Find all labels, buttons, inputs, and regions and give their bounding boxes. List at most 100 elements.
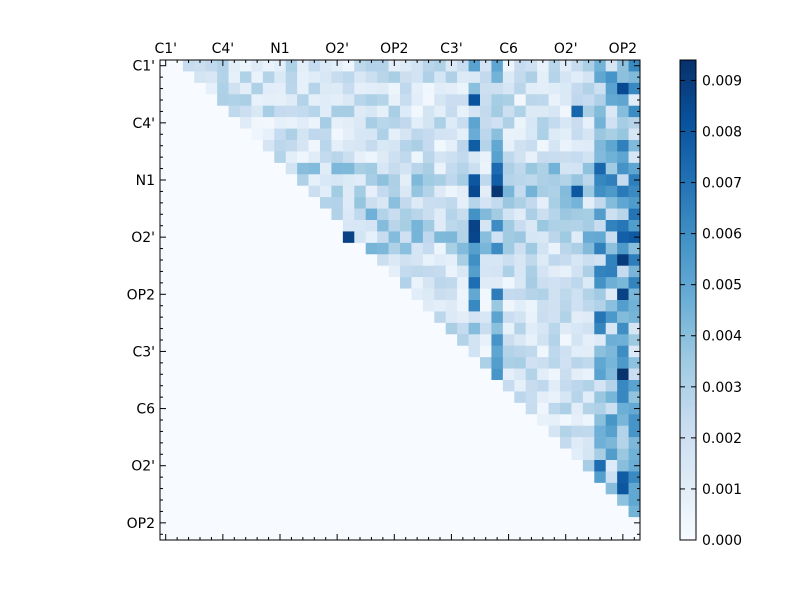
heatmap-cell: [525, 208, 538, 221]
heatmap-cell: [617, 185, 629, 198]
heatmap-cell: [411, 402, 424, 415]
heatmap-cell: [400, 60, 412, 72]
heatmap-cell: [240, 60, 252, 72]
heatmap-cell: [194, 368, 207, 381]
heatmap-cell: [434, 402, 447, 415]
heatmap-cell: [594, 60, 607, 72]
heatmap-cell: [377, 220, 389, 232]
heatmap-cell: [548, 460, 561, 472]
heatmap-cell: [491, 265, 504, 278]
heatmap-cell: [342, 494, 355, 507]
heatmap-cell: [502, 357, 515, 369]
heatmap-cell: [445, 71, 458, 84]
heatmap-cell: [205, 448, 218, 461]
heatmap-cell: [342, 60, 355, 72]
x-tick-label: C1': [154, 41, 177, 57]
heatmap-cell: [605, 151, 618, 164]
heatmap-cell: [297, 311, 309, 324]
heatmap-cell: [331, 482, 344, 495]
heatmap-cell: [525, 94, 538, 107]
heatmap-cell: [400, 448, 412, 461]
heatmap-cell: [468, 162, 481, 175]
heatmap-cell: [502, 71, 515, 84]
heatmap-cell: [617, 380, 629, 392]
heatmap-cell: [617, 505, 629, 518]
heatmap-cell: [182, 528, 195, 541]
heatmap-cell: [285, 494, 298, 507]
heatmap-cell: [411, 185, 424, 198]
heatmap-cell: [262, 494, 275, 507]
heatmap-cell: [205, 402, 218, 415]
heatmap-cell: [182, 162, 195, 175]
heatmap-cell: [217, 242, 229, 255]
heatmap-cell: [217, 414, 229, 427]
heatmap-cell: [605, 460, 618, 472]
heatmap-cell: [411, 220, 424, 232]
heatmap-cell: [560, 494, 572, 507]
heatmap-cell: [194, 105, 207, 118]
heatmap-cell: [468, 105, 481, 118]
heatmap-cell: [605, 242, 618, 255]
heatmap-cell: [582, 414, 595, 427]
heatmap-cell: [605, 105, 618, 118]
heatmap-cell: [502, 231, 515, 244]
heatmap-cell: [342, 505, 355, 518]
heatmap-cell: [297, 425, 309, 438]
heatmap-cell: [228, 242, 241, 255]
heatmap-cell: [411, 288, 424, 301]
heatmap-cell: [331, 117, 344, 129]
y-tick-label: C3': [132, 344, 155, 360]
heatmap-cell: [560, 82, 572, 95]
heatmap-cell: [262, 140, 275, 152]
heatmap-cell: [617, 357, 629, 369]
heatmap-cell: [160, 414, 172, 427]
heatmap-cell: [217, 380, 229, 392]
heatmap-cell: [400, 220, 412, 232]
heatmap-cell: [228, 220, 241, 232]
heatmap-cell: [160, 494, 172, 507]
heatmap-cell: [468, 380, 481, 392]
heatmap-cell: [320, 517, 332, 529]
heatmap-cell: [514, 448, 527, 461]
heatmap-cell: [320, 94, 332, 107]
heatmap-cell: [194, 517, 207, 529]
heatmap-cell: [365, 311, 378, 324]
heatmap-cell: [354, 528, 367, 541]
heatmap-cell: [217, 151, 229, 164]
heatmap-cell: [194, 128, 207, 141]
heatmap-cell: [331, 368, 344, 381]
heatmap-cell: [434, 380, 447, 392]
heatmap-cell: [228, 334, 241, 347]
heatmap-cell: [354, 368, 367, 381]
heatmap-cell: [525, 517, 538, 529]
heatmap-cell: [560, 482, 572, 495]
heatmap-cell: [365, 437, 378, 449]
heatmap-cell: [537, 345, 549, 358]
heatmap-cell: [182, 517, 195, 529]
heatmap-cell: [342, 277, 355, 289]
heatmap-cell: [388, 82, 401, 95]
heatmap-cell: [182, 437, 195, 449]
heatmap-cell: [560, 357, 572, 369]
heatmap-cell: [411, 277, 424, 289]
heatmap-cell: [582, 471, 595, 484]
heatmap-cell: [342, 345, 355, 358]
heatmap-cell: [320, 254, 332, 267]
heatmap-cell: [262, 162, 275, 175]
heatmap-cell: [594, 162, 607, 175]
heatmap-cell: [228, 254, 241, 267]
x-tick-label: O2': [325, 41, 349, 57]
heatmap-cell: [182, 231, 195, 244]
heatmap-cell: [171, 528, 184, 541]
heatmap-cell: [605, 82, 618, 95]
heatmap-cell: [491, 494, 504, 507]
heatmap-cell: [262, 128, 275, 141]
heatmap-cell: [502, 471, 515, 484]
heatmap-cell: [491, 528, 504, 541]
heatmap-cell: [468, 60, 481, 72]
heatmap-cell: [480, 448, 492, 461]
heatmap-cell: [388, 242, 401, 255]
heatmap-cell: [491, 460, 504, 472]
heatmap-cell: [537, 460, 549, 472]
heatmap-cell: [434, 322, 447, 335]
